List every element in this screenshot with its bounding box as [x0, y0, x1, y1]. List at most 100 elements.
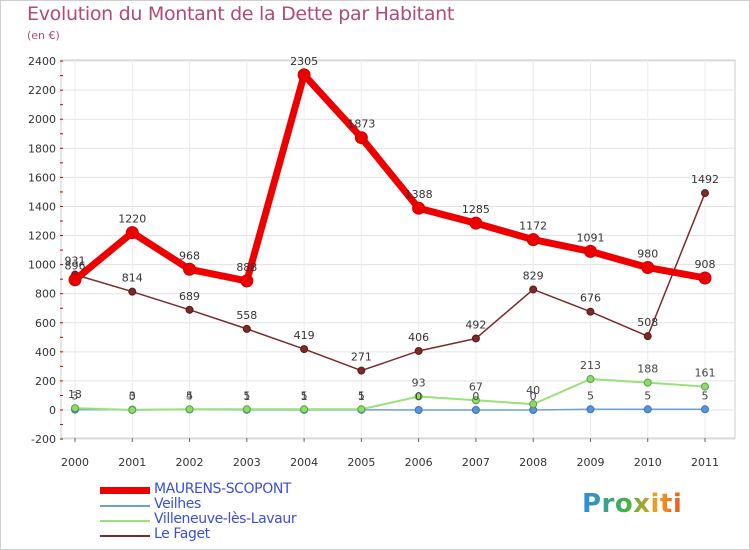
data-label: 0 — [129, 390, 136, 403]
series — [68, 68, 712, 414]
y-tick-label: 2200 — [28, 84, 56, 97]
data-point — [128, 287, 137, 296]
x-tick-label: 2006 — [405, 456, 433, 469]
data-point — [242, 324, 251, 333]
data-point — [412, 201, 426, 215]
data-label: 40 — [526, 384, 540, 397]
data-point — [240, 274, 254, 288]
data-point — [183, 262, 197, 276]
x-tick-label: 2009 — [576, 456, 604, 469]
data-point — [71, 404, 79, 413]
y-tick-label: 1400 — [28, 200, 56, 213]
data-label: 161 — [695, 367, 716, 380]
data-label: 3 — [129, 390, 136, 403]
axes: -200020040060080010001200140016001800200… — [28, 55, 719, 469]
data-label: 2305 — [290, 55, 318, 68]
data-label: 13 — [68, 388, 82, 401]
x-tick-label: 2004 — [290, 456, 318, 469]
logo-text: Proxiti — [582, 489, 683, 519]
legend-swatch — [100, 520, 150, 522]
data-label: 1220 — [118, 213, 146, 226]
data-point — [471, 406, 480, 414]
y-tick-label: 0 — [49, 404, 56, 417]
series-line-2 — [74, 378, 706, 411]
data-label: 5 — [358, 389, 365, 402]
data-point — [300, 345, 309, 354]
data-label: 896 — [65, 260, 86, 273]
data-point — [643, 332, 652, 341]
y-tick-label: 400 — [35, 346, 56, 359]
x-tick-label: 2005 — [347, 456, 375, 469]
data-point — [414, 406, 423, 414]
series-line-3 — [74, 192, 706, 372]
data-point — [357, 405, 366, 414]
data-point — [300, 405, 309, 414]
data-point — [125, 226, 139, 240]
data-point — [586, 307, 595, 316]
data-label: 188 — [637, 363, 658, 376]
data-label: 5 — [587, 389, 594, 402]
data-label: 676 — [580, 292, 601, 305]
data-label: 968 — [179, 249, 200, 262]
data-label: 814 — [122, 272, 143, 285]
data-point — [701, 382, 709, 391]
data-label: 908 — [695, 258, 716, 271]
data-point — [471, 334, 480, 343]
y-tick-label: 1000 — [28, 259, 56, 272]
proxiti-logo: Proxiti — [582, 489, 682, 519]
data-point — [68, 273, 82, 287]
y-tick-label: 2000 — [28, 113, 56, 126]
data-labels: 896 1220 968 888 2305 1873 1388 1285 1172 1091 980… — [65, 55, 720, 403]
data-label: 5 — [186, 389, 193, 402]
plot-area — [60, 59, 736, 439]
data-label: 271 — [351, 351, 372, 364]
data-label: 829 — [523, 269, 544, 282]
y-tick-label: 1200 — [28, 230, 56, 243]
y-tick-label: 200 — [35, 375, 56, 388]
x-tick-label: 2010 — [634, 456, 662, 469]
data-label: 1 — [358, 390, 365, 403]
x-tick-label: 2003 — [233, 456, 261, 469]
data-label: 1492 — [691, 173, 719, 186]
data-point — [471, 396, 480, 405]
data-point — [414, 346, 423, 355]
x-tick-label: 2000 — [61, 456, 89, 469]
data-point — [643, 405, 652, 414]
legend-label: MAURENS-SCOPONT — [154, 481, 292, 497]
data-label: 1172 — [519, 220, 547, 233]
data-point — [586, 405, 595, 414]
data-point — [586, 375, 595, 384]
data-point — [526, 233, 540, 247]
data-point — [643, 378, 652, 387]
legend-swatch — [100, 505, 150, 507]
legend-swatch — [100, 535, 150, 537]
data-label: 980 — [637, 248, 658, 261]
data-point — [529, 285, 538, 294]
data-label: 419 — [294, 329, 315, 342]
data-point — [185, 405, 194, 414]
data-label: 508 — [637, 316, 658, 329]
legend-label: Veilhes — [154, 496, 201, 512]
data-label: 5 — [702, 389, 709, 402]
data-label: 4 — [186, 389, 193, 402]
data-point — [357, 366, 366, 375]
data-point — [698, 271, 712, 285]
data-point — [185, 305, 194, 314]
series-line-0 — [71, 71, 709, 285]
y-tick-label: 2400 — [28, 55, 56, 68]
data-label: 3 — [72, 390, 79, 403]
data-label: 1 — [243, 390, 250, 403]
data-point — [583, 244, 597, 258]
data-label: 5 — [243, 389, 250, 402]
y-tick-label: 1600 — [28, 171, 56, 184]
x-tick-label: 2008 — [519, 456, 547, 469]
y-tick-label: 600 — [35, 317, 56, 330]
data-point — [297, 68, 311, 82]
legend-label: Villeneuve-lès-Lavaur — [154, 511, 297, 527]
chart-subtitle: (en €) — [27, 29, 60, 42]
data-label: 5 — [644, 389, 651, 402]
data-label: 1 — [301, 390, 308, 403]
data-point — [641, 261, 655, 275]
data-point — [354, 131, 368, 145]
